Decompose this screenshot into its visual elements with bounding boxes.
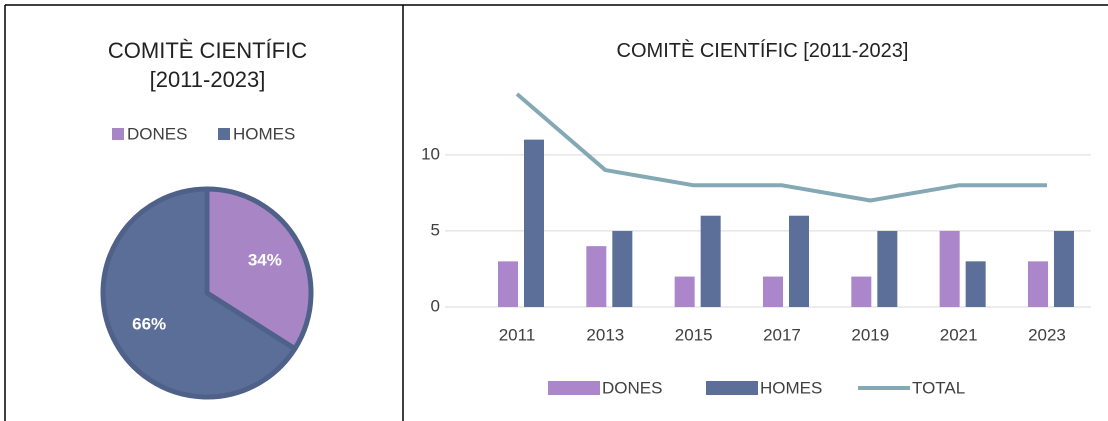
bar [700, 215, 721, 307]
slice-label: 34% [248, 251, 282, 270]
legend-swatch [112, 128, 124, 140]
bar [498, 261, 518, 307]
x-tick-label: 2011 [499, 325, 536, 344]
legend-label: TOTAL [912, 378, 965, 397]
total-line [515, 92, 1047, 203]
y-tick-label: 0 [431, 296, 440, 315]
x-tick-label: 2023 [1028, 325, 1066, 344]
x-tick-label: 2015 [675, 325, 713, 344]
legend-swatch [548, 381, 600, 395]
y-tick-label: 5 [431, 220, 440, 239]
legend-label: DONES [602, 378, 662, 397]
bar [674, 276, 695, 307]
slice-label: 66% [132, 314, 166, 333]
bar [612, 230, 633, 307]
bar-title: COMITÈ CIENTÍFIC [2011-2023] [616, 40, 909, 62]
bar [851, 276, 872, 307]
x-tick-label: 2013 [586, 325, 624, 344]
legend-swatch [706, 381, 758, 395]
bar [1053, 230, 1074, 307]
x-tick-label: 2019 [851, 325, 889, 344]
pie-slice [100, 186, 298, 400]
bar [965, 261, 986, 307]
bar [762, 276, 783, 307]
x-tick-label: 2017 [763, 325, 801, 344]
bar [1027, 261, 1048, 307]
legend-swatch [218, 128, 230, 140]
legend-label: DONES [127, 124, 187, 143]
bar [524, 139, 544, 307]
pie-title: COMITÈ CIENTÍFIC [2011-2023] [107, 38, 308, 92]
legend-label: HOMES [760, 378, 822, 397]
bar [586, 246, 607, 307]
y-tick-label: 10 [421, 144, 440, 163]
bar [939, 230, 960, 307]
bar [788, 215, 809, 307]
legend-label: HOMES [233, 124, 295, 143]
bar [877, 230, 898, 307]
x-tick-label: 2021 [940, 325, 978, 344]
